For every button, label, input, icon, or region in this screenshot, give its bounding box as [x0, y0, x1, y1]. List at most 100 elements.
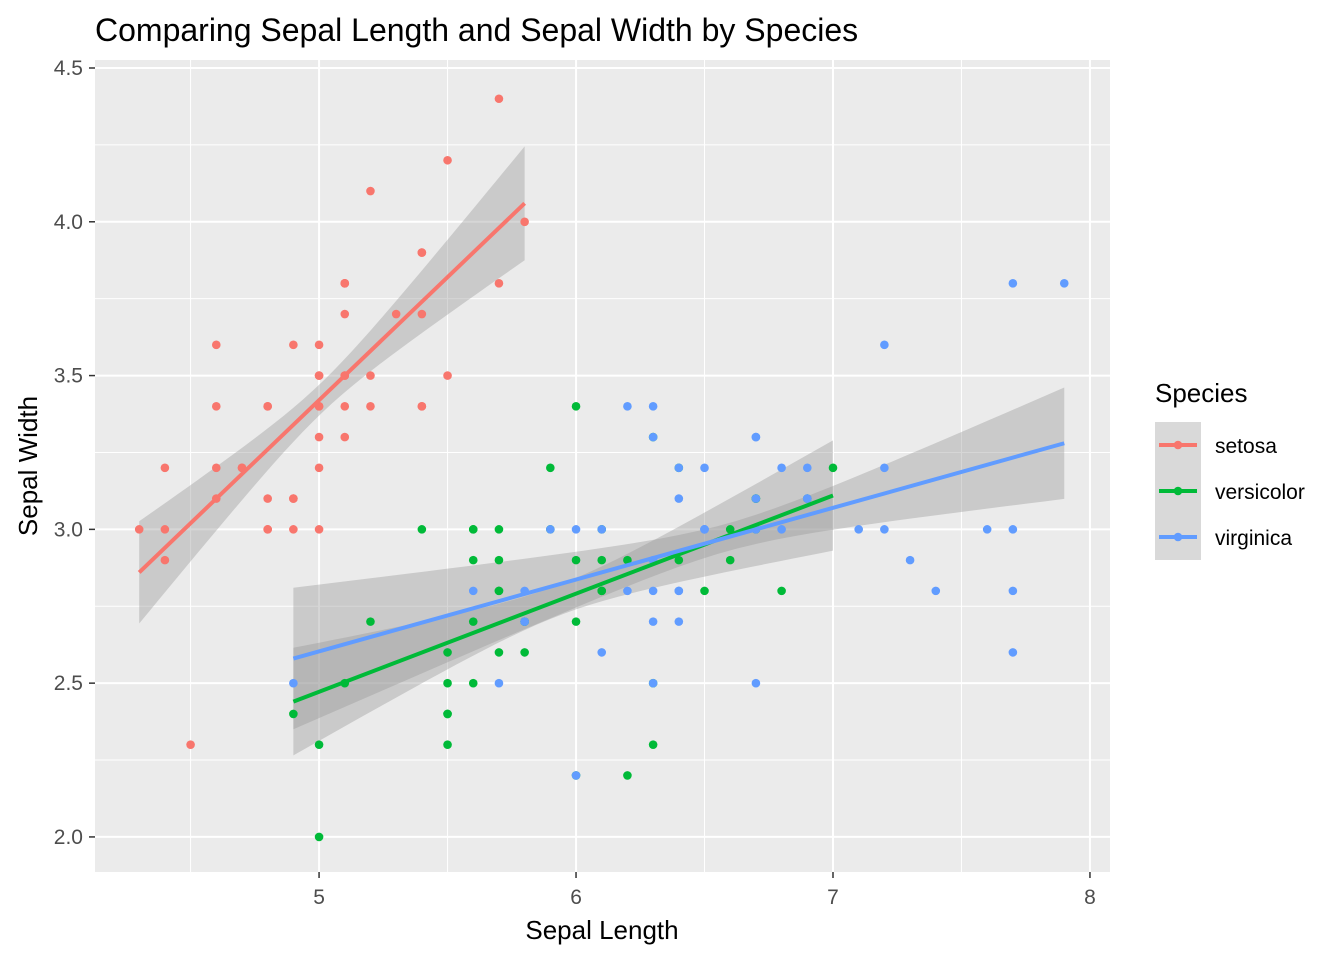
legend-title: Species	[1155, 378, 1248, 408]
x-tick-label: 6	[570, 886, 582, 909]
point-virginica	[571, 525, 581, 534]
fit-line-versicolor	[292, 493, 834, 704]
point-virginica	[880, 525, 889, 534]
point-versicolor	[417, 525, 427, 534]
point-setosa	[314, 463, 324, 473]
point-versicolor	[366, 617, 375, 626]
point-setosa	[314, 525, 324, 534]
point-setosa	[160, 525, 170, 534]
confidence-band-setosa	[139, 146, 525, 624]
point-setosa	[314, 432, 324, 442]
point-versicolor	[468, 555, 478, 565]
point-versicolor	[520, 648, 529, 657]
point-versicolor	[443, 678, 452, 688]
point-versicolor	[289, 709, 298, 719]
point-setosa	[263, 525, 272, 534]
point-setosa	[494, 279, 504, 288]
point-versicolor	[648, 740, 658, 749]
point-versicolor	[777, 586, 786, 596]
regression-lines	[137, 201, 1065, 704]
point-setosa	[366, 402, 375, 411]
point-setosa	[160, 555, 170, 565]
point-versicolor	[546, 463, 555, 473]
y-tick-label: 2.5	[54, 672, 83, 695]
point-virginica	[546, 525, 555, 534]
point-virginica	[674, 617, 684, 626]
point-virginica	[597, 648, 607, 657]
point-setosa	[289, 525, 298, 534]
point-setosa	[211, 402, 221, 411]
point-versicolor	[443, 648, 452, 657]
point-virginica	[880, 340, 889, 350]
point-virginica	[700, 463, 709, 473]
point-virginica	[468, 586, 478, 596]
point-setosa	[160, 463, 170, 473]
point-setosa	[417, 309, 427, 319]
point-virginica	[880, 463, 889, 473]
point-setosa	[494, 94, 504, 104]
point-versicolor	[571, 617, 581, 626]
point-virginica	[931, 586, 941, 596]
point-virginica	[648, 432, 658, 442]
point-setosa	[443, 155, 452, 165]
point-versicolor	[314, 740, 324, 749]
x-tick-label: 5	[313, 886, 325, 909]
point-versicolor	[725, 555, 735, 565]
point-virginica	[751, 678, 761, 688]
y-tick-label: 3.5	[54, 365, 83, 388]
point-virginica	[751, 494, 761, 503]
legend-point-versicolor	[1173, 486, 1183, 496]
axes: 5 6 7 8 2.0 2.5 3.0 3.5 4.0 4.5	[54, 57, 1096, 909]
point-setosa	[263, 402, 272, 411]
point-setosa	[366, 371, 375, 380]
point-versicolor	[443, 709, 452, 719]
point-versicolor	[494, 586, 504, 596]
point-virginica	[751, 432, 761, 442]
y-tick-label: 2.0	[54, 826, 83, 849]
point-setosa	[314, 340, 324, 350]
point-versicolor	[828, 463, 838, 473]
point-setosa	[417, 248, 427, 257]
point-versicolor	[494, 555, 504, 565]
y-axis-label: Sepal Width	[13, 396, 43, 536]
point-versicolor	[725, 525, 735, 534]
point-virginica	[802, 463, 812, 473]
legend-label-setosa: setosa	[1215, 435, 1277, 458]
point-versicolor	[468, 525, 478, 534]
x-axis-label: Sepal Length	[525, 915, 678, 945]
point-virginica	[571, 771, 581, 780]
point-virginica	[597, 525, 607, 534]
point-virginica	[623, 586, 632, 596]
point-versicolor	[700, 586, 709, 596]
point-setosa	[314, 371, 324, 380]
point-versicolor	[494, 525, 504, 534]
point-virginica	[1008, 279, 1018, 288]
point-virginica	[777, 525, 786, 534]
point-setosa	[186, 740, 195, 749]
point-versicolor	[468, 617, 478, 626]
point-virginica	[648, 617, 658, 626]
data-points	[134, 94, 1069, 842]
point-virginica	[494, 678, 504, 688]
point-virginica	[802, 494, 812, 503]
x-tick-label: 8	[1084, 886, 1096, 909]
point-virginica	[1059, 279, 1069, 288]
point-virginica	[854, 525, 863, 534]
point-versicolor	[623, 771, 632, 780]
legend-label-virginica: virginica	[1215, 527, 1292, 550]
point-virginica	[623, 402, 632, 411]
point-virginica	[982, 525, 992, 534]
y-tick-label: 4.5	[54, 57, 83, 80]
point-virginica	[648, 402, 658, 411]
point-versicolor	[597, 555, 607, 565]
chart-title: Comparing Sepal Length and Sepal Width b…	[95, 12, 858, 48]
point-setosa	[391, 309, 401, 319]
legend-point-setosa	[1173, 440, 1183, 450]
point-versicolor	[494, 648, 504, 657]
legend-point-virginica	[1173, 532, 1183, 542]
point-versicolor	[443, 740, 452, 749]
y-tick-label: 3.0	[54, 518, 83, 541]
point-setosa	[443, 371, 452, 380]
point-setosa	[340, 402, 350, 411]
